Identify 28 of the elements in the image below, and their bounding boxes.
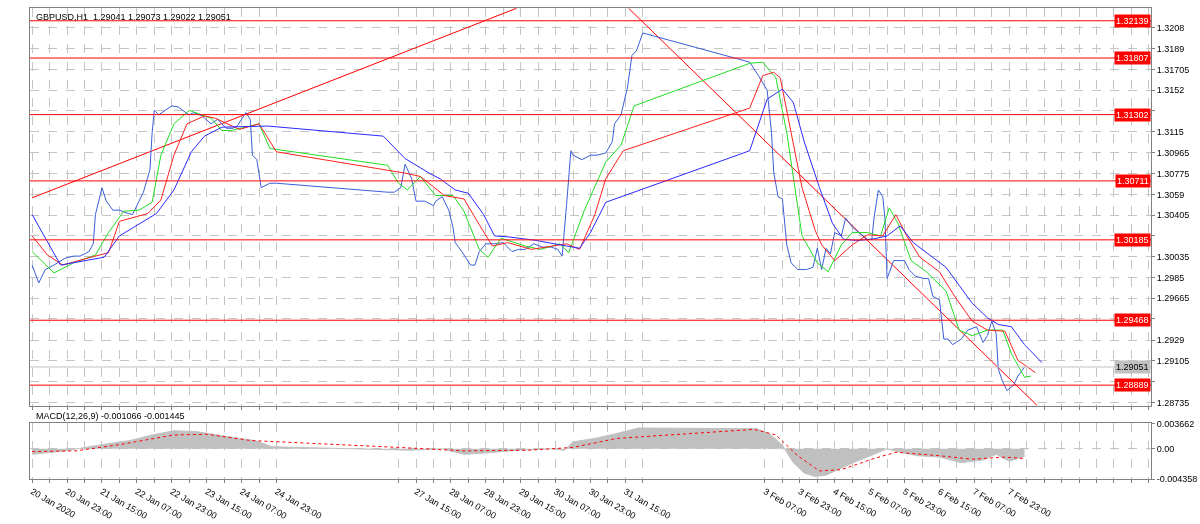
y-tick-label: 1.31705	[1156, 64, 1190, 75]
y-tick-label: -0.004358	[1156, 474, 1198, 485]
ref-line-label: 1.30185	[1116, 235, 1149, 245]
ref-line-label: 1.31807	[1116, 53, 1149, 63]
y-tick-label: 1.30405	[1156, 210, 1190, 221]
y-tick-label: 0.003662	[1156, 418, 1195, 429]
y-tick-label: 1.3189	[1156, 43, 1185, 54]
ref-line-label: 1.29051	[1116, 362, 1149, 372]
y-tick-label: 1.2929	[1156, 335, 1185, 346]
ref-line-label: 1.29468	[1116, 315, 1149, 325]
chart-title: GBPUSD,H1 1.29041 1.29073 1.29022 1.29051	[36, 12, 231, 22]
ref-line-label: 1.31302	[1116, 110, 1149, 120]
y-tick-label: 1.3152	[1156, 85, 1185, 96]
y-tick-label: 1.29665	[1156, 293, 1190, 304]
y-tick-label: 1.30035	[1156, 251, 1190, 262]
chart-title: MACD(12,26,9) -0.001066 -0.001445	[36, 411, 185, 421]
y-tick-label: 1.28735	[1156, 397, 1190, 408]
ref-line-label: 1.32139	[1116, 16, 1149, 26]
y-tick-label: 1.30965	[1156, 147, 1190, 158]
y-tick-label: 0.00	[1156, 443, 1175, 454]
ref-line-label: 1.28889	[1116, 380, 1149, 390]
y-tick-label: 1.3115	[1156, 126, 1184, 137]
y-tick-label: 1.2985	[1156, 272, 1185, 283]
ref-line-label: 1.30711	[1117, 176, 1149, 186]
y-tick-label: 1.3208	[1156, 22, 1185, 33]
y-tick-label: 1.30775	[1156, 168, 1190, 179]
y-tick-label: 1.3059	[1156, 189, 1185, 200]
y-tick-label: 1.29105	[1156, 356, 1190, 367]
